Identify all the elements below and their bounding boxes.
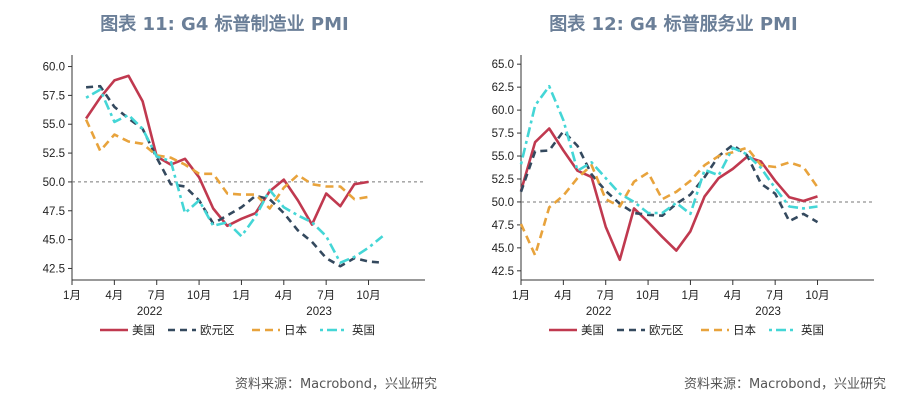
legend-label: 美国 — [132, 323, 155, 337]
legend-label: 美国 — [581, 323, 604, 337]
year-label: 2022 — [586, 306, 612, 318]
y-tick-label: 60.0 — [492, 105, 514, 117]
legend-label: 英国 — [801, 323, 824, 337]
y-tick-label: 55.0 — [43, 119, 65, 131]
x-tick-label: 10月 — [636, 290, 660, 302]
y-tick-label: 50.0 — [492, 197, 514, 209]
series-line-美国 — [85, 74, 369, 228]
y-tick-label: 52.5 — [43, 148, 65, 160]
y-tick-label: 57.5 — [43, 90, 65, 102]
y-tick-label: 60.0 — [43, 62, 65, 74]
chart-panel-manufacturing: 图表 11: G4 标普制造业 PMI 60.0 57.5 55.0 52.5 50.0… — [0, 0, 449, 404]
y-tick-label: 50.0 — [43, 177, 65, 189]
y-tick-label: 57.5 — [492, 128, 514, 140]
y-tick-label: 55.0 — [492, 151, 514, 163]
series-line-英国 — [85, 88, 384, 264]
y-tick-label: 42.5 — [492, 266, 514, 278]
manufacturing-pmi-chart: 60.0 57.5 55.0 52.5 50.0 47.5 45.0 42.5 1月 4月 7月 10… — [43, 55, 425, 337]
chart-panel-services: 图表 12: G4 标普服务业 PMI 65.0 62.5 60.0 57.5 55.0… — [449, 0, 898, 404]
y-tick-label: 47.5 — [43, 206, 65, 218]
x-tick-label: 7月 — [597, 290, 615, 302]
x-tick-label: 1月 — [681, 290, 699, 302]
x-tick-label: 10月 — [805, 290, 829, 302]
source-note: 资料来源：Macrobond，兴业研究 — [234, 377, 437, 392]
chart-title: 图表 12: G4 标普服务业 PMI — [549, 14, 798, 35]
x-tick-label: 4月 — [724, 290, 742, 302]
legend-label: 英国 — [352, 323, 375, 337]
services-pmi-chart: 65.0 62.5 60.0 57.5 55.0 52.5 50.0 47.5 45.0 42.5… — [492, 55, 874, 337]
y-tick-label: 62.5 — [492, 82, 514, 94]
legend-label: 日本 — [733, 323, 756, 337]
source-note: 资料来源：Macrobond，兴业研究 — [683, 377, 886, 392]
series-line-美国 — [519, 127, 818, 262]
series-line-日本 — [84, 119, 369, 210]
y-tick-label: 47.5 — [492, 220, 514, 232]
year-label: 2023 — [306, 306, 332, 318]
y-tick-label: 45.0 — [492, 243, 514, 255]
x-tick-label: 1月 — [232, 290, 250, 302]
y-tick-label: 65.0 — [492, 59, 514, 71]
y-tick-label: 52.5 — [492, 174, 514, 186]
x-tick-label: 1月 — [63, 290, 81, 302]
x-tick-label: 1月 — [512, 290, 530, 302]
x-tick-label: 10月 — [187, 290, 211, 302]
x-tick-label: 4月 — [105, 290, 123, 302]
year-label: 2022 — [137, 306, 163, 318]
x-tick-label: 4月 — [275, 290, 293, 302]
series-line-欧元区 — [85, 84, 383, 268]
x-tick-label: 4月 — [554, 290, 572, 302]
x-tick-label: 7月 — [317, 290, 335, 302]
x-tick-label: 7月 — [148, 290, 166, 302]
y-tick-label: 42.5 — [43, 263, 65, 275]
year-label: 2023 — [755, 306, 781, 318]
series-line-日本 — [519, 146, 819, 257]
y-tick-label: 45.0 — [43, 235, 65, 247]
chart-title: 图表 11: G4 标普制造业 PMI — [100, 14, 349, 35]
series-line-英国 — [519, 84, 818, 216]
series-line-欧元区 — [519, 129, 819, 224]
legend-label: 欧元区 — [200, 324, 235, 337]
x-tick-label: 10月 — [356, 290, 380, 302]
legend-label: 日本 — [284, 323, 307, 337]
x-tick-label: 7月 — [766, 290, 784, 302]
legend-label: 欧元区 — [649, 324, 684, 337]
